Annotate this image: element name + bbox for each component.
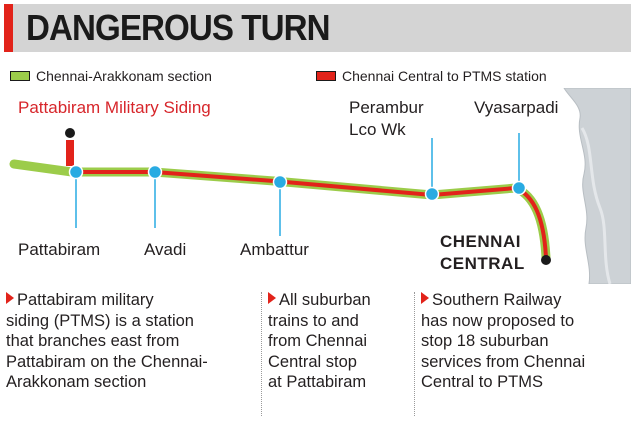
station-dot-vyasarpadi (511, 180, 527, 196)
note-southern-railway: Southern Railway has now proposed to sto… (421, 290, 629, 393)
arrow-icon (421, 292, 429, 304)
notes-section: Pattabiram military siding (PTMS) is a s… (4, 290, 631, 420)
note-line: stop 18 suburban (421, 332, 549, 350)
note-line: Pattabiram on the Chennai- (6, 352, 208, 371)
note-divider (414, 292, 415, 416)
header-accent-bar (4, 4, 13, 52)
station-label-chennai-line1: CHENNAI (440, 232, 521, 251)
station-label-pattabiram: Pattabiram (18, 240, 101, 259)
note-line: Southern Railway (421, 290, 629, 311)
station-dot-pattabiram (68, 164, 84, 180)
note-line: All suburban (268, 290, 410, 311)
station-label-avadi: Avadi (144, 240, 187, 259)
arrow-icon (268, 292, 276, 304)
legend-swatch-red (316, 71, 336, 81)
note-line: trains to and (268, 311, 359, 330)
note-line: Central stop (268, 352, 357, 371)
station-label-perambur-line2: Lco Wk (349, 120, 406, 139)
page-title: DANGEROUS TURN (26, 7, 331, 48)
station-dot-ambattur (272, 174, 288, 190)
station-dot-avadi (147, 164, 163, 180)
note-line: has now proposed to (421, 311, 575, 330)
arrow-icon (6, 292, 14, 304)
sea-area (563, 88, 631, 284)
note-line: Pattabiram military (6, 290, 258, 311)
station-label-perambur-line1: Perambur (349, 98, 424, 117)
header-banner: DANGEROUS TURN (4, 4, 631, 52)
note-line: Central to PTMS (421, 373, 543, 391)
track-red (70, 170, 548, 260)
legend-swatch-green (10, 71, 30, 81)
route-map: Pattabiram Military Siding Perambur Lco … (4, 88, 631, 284)
legend-label: Chennai-Arakkonam section (36, 68, 212, 84)
note-suburban-stop: All suburban trains to and from Chennai … (268, 290, 410, 393)
station-dot-perambur (424, 186, 440, 202)
note-divider (261, 292, 262, 416)
coast-speckle (580, 127, 612, 284)
route-map-svg (9, 88, 631, 284)
note-line: from Chennai (268, 332, 368, 350)
station-label-ambattur: Ambattur (240, 240, 309, 259)
station-label-chennai-line2: CENTRAL (440, 254, 525, 273)
station-label-ptms: Pattabiram Military Siding (18, 98, 211, 117)
legend-label: Chennai Central to PTMS station (342, 68, 547, 84)
legend-item-chennai-arakkonam: Chennai-Arakkonam section (10, 68, 212, 84)
note-line: siding (PTMS) is a station (6, 311, 194, 330)
terminal-dot-chennai-central (541, 255, 551, 265)
note-line: services from Chennai (421, 352, 586, 371)
note-line: that branches east from (6, 332, 180, 350)
note-line: at Pattabiram (268, 373, 367, 391)
station-label-vyasarpadi: Vyasarpadi (474, 98, 559, 117)
note-line: Arakkonam section (6, 373, 147, 391)
legend-item-chennai-ptms: Chennai Central to PTMS station (316, 68, 547, 84)
note-ptms: Pattabiram military siding (PTMS) is a s… (6, 290, 258, 393)
terminal-dot-ptms (65, 128, 75, 138)
